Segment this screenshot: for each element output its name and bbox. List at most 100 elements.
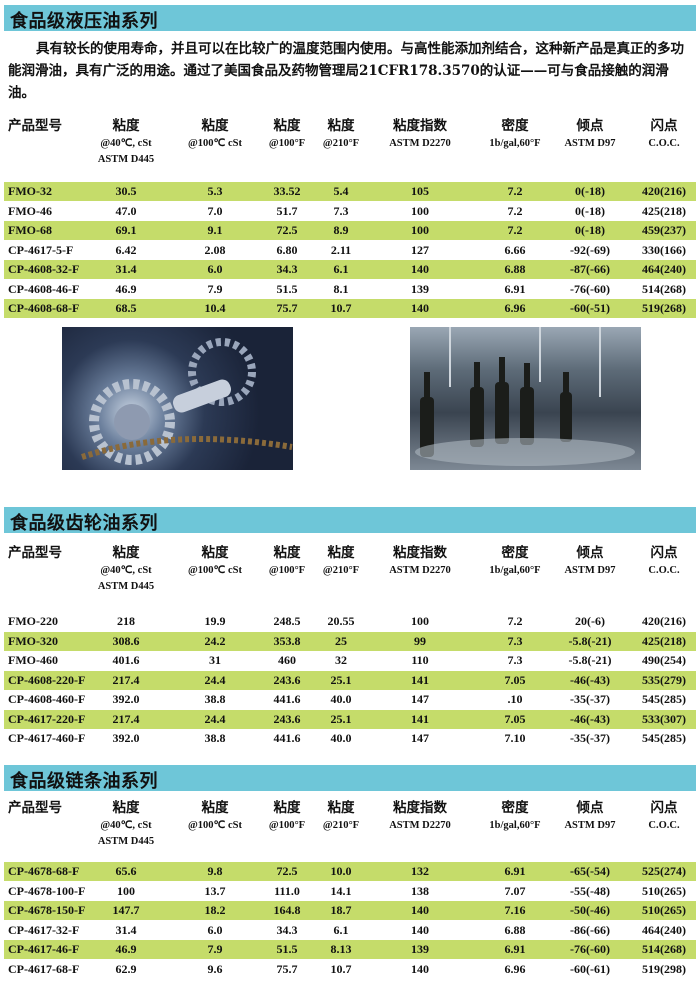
cell-c3: 72.5: [276, 864, 298, 878]
cell-c8: 420(216): [642, 184, 686, 198]
column-title: 闪点: [650, 545, 678, 561]
column-header-c4: 粘度 @210°F: [310, 545, 372, 579]
column-unit: @210°F: [322, 820, 360, 831]
cell-c4: 10.7: [330, 961, 352, 976]
table-row: CP-4617-46-F 46.9 7.9 51.5 8.13 139 6.91 -76(-6…: [4, 940, 696, 959]
table-row: FMO-46 47.0 7.0 51.7 7.3 100 7.2 0(-18) 425(218): [4, 202, 696, 221]
cell-c7: -87(-66): [570, 262, 610, 276]
cell-c3: 164.8: [273, 903, 301, 917]
cell-c2: 7.9: [207, 942, 223, 956]
column-title: 产品型号: [8, 118, 62, 134]
cell-c6: 7.05: [504, 711, 526, 726]
table-header-gear: 产品型号 粘度 @40℃, cSt ASTM D445 粘度 @100℃ cSt 粘度 @10…: [0, 545, 700, 597]
cell-c2: 38.8: [204, 731, 226, 745]
column-title: 粘度: [201, 118, 229, 134]
cell-c6: 7.3: [507, 653, 523, 667]
column-unit: @210°F: [322, 138, 360, 149]
cell-c2: 9.1: [207, 223, 223, 237]
column-header-c8: 闪点 C.O.C.: [624, 545, 700, 579]
product-model: CP-4678-68-F: [8, 864, 80, 878]
cell-c7: 0(-18): [575, 223, 605, 237]
cell-c5: 140: [411, 903, 429, 917]
column-title: 粘度: [201, 800, 229, 816]
cell-c8: 464(240): [642, 262, 686, 276]
cell-c4: 40.0: [330, 731, 352, 745]
column-standard: ASTM D445: [97, 154, 155, 165]
column-header-c5: 粘度指数 ASTM D2270: [369, 118, 471, 152]
cell-c4: 18.7: [330, 903, 352, 917]
column-header-c2: 粘度 @100℃ cSt: [164, 545, 266, 579]
cell-c6: 7.05: [504, 672, 526, 687]
cell-c1: 68.5: [115, 301, 137, 315]
cell-c7: -50(-46): [570, 903, 610, 917]
column-header-c4: 粘度 @210°F: [310, 800, 372, 834]
cell-c7: -5.8(-21): [568, 633, 612, 648]
cell-c2: 6.0: [207, 922, 223, 937]
column-title: 密度: [501, 545, 529, 561]
product-model: FMO-320: [8, 633, 58, 648]
cell-c4: 32: [335, 653, 347, 667]
cell-c7: -65(-54): [570, 864, 610, 878]
cell-c5: 138: [411, 883, 429, 898]
column-unit: 1b/gal,60°F: [489, 820, 541, 831]
cell-c3: 34.3: [276, 262, 298, 276]
table-row: CP-4678-68-F 65.6 9.8 72.5 10.0 132 6.91 -65(-5…: [4, 862, 696, 881]
cell-c5: 147: [411, 731, 429, 745]
column-unit: @40℃, cSt: [100, 565, 152, 576]
cell-c6: 6.88: [504, 262, 526, 276]
cell-c4: 8.13: [330, 942, 352, 956]
cell-c7: -35(-37): [570, 731, 610, 745]
cell-c8: 514(268): [642, 942, 686, 956]
table-row: CP-4617-5-F 6.42 2.08 6.80 2.11 127 6.66 -92(-6…: [4, 241, 696, 260]
cell-c7: 20(-6): [575, 614, 605, 628]
column-title: 闪点: [650, 800, 678, 816]
column-header-c7: 倾点 ASTM D97: [549, 545, 631, 579]
cell-c7: -60(-61): [570, 961, 610, 976]
cell-c4: 25: [335, 633, 347, 648]
cell-c5: 140: [411, 922, 429, 937]
table-header-hydraulic: 产品型号 粘度 @40℃, cSt ASTM D445 粘度 @100℃ cSt 粘度 @10…: [0, 118, 700, 170]
cell-c7: 0(-18): [575, 203, 605, 218]
cell-c6: 6.88: [504, 922, 526, 937]
cell-c5: 140: [411, 301, 429, 315]
section-title: 食品级齿轮油系列: [10, 513, 158, 534]
cell-c1: 65.6: [115, 864, 137, 878]
column-title: 倾点: [576, 118, 604, 134]
cell-c7: 0(-18): [575, 184, 605, 198]
cell-c8: 525(274): [642, 864, 686, 878]
column-title: 粘度指数: [393, 800, 447, 816]
cell-c8: 545(285): [642, 692, 686, 706]
column-unit: @40℃, cSt: [100, 820, 152, 831]
cell-c1: 31.4: [115, 922, 137, 937]
column-header-c8: 闪点 C.O.C.: [624, 800, 700, 834]
table-row: FMO-460 401.6 31 460 32 110 7.3 -5.8(-21) 490(25…: [4, 651, 696, 670]
cell-c2: 24.4: [204, 672, 226, 687]
cell-c2: 24.4: [204, 711, 226, 726]
section-header-gear: 食品级齿轮油系列: [4, 507, 696, 534]
cell-c3: 441.6: [273, 731, 301, 745]
cell-c7: -60(-51): [570, 301, 610, 315]
column-unit: C.O.C.: [648, 138, 680, 149]
cell-c4: 8.1: [333, 281, 349, 296]
cell-c7: -46(-43): [570, 711, 610, 726]
cell-c6: 6.91: [504, 864, 526, 878]
column-standard: ASTM D445: [97, 581, 155, 592]
intro-paragraph: 具有较长的使用寿命，并且可以在比较广的温度范围内使用。与高性能添加剂结合，这种新…: [8, 41, 684, 101]
column-title: 粘度: [273, 545, 301, 561]
cell-c1: 69.1: [115, 223, 137, 237]
column-header-model: 产品型号: [8, 545, 110, 563]
column-unit: C.O.C.: [648, 820, 680, 831]
column-unit: ASTM D2270: [389, 820, 451, 831]
cell-c2: 24.2: [204, 633, 226, 648]
cell-c3: 51.7: [276, 203, 298, 218]
table-row: CP-4608-32-F 31.4 6.0 34.3 6.1 140 6.88 -87(-66…: [4, 260, 696, 279]
cell-c6: 6.66: [504, 242, 526, 257]
cell-c4: 10.0: [330, 864, 352, 878]
cell-c7: -76(-60): [570, 942, 610, 956]
cell-c6: 7.2: [507, 614, 523, 628]
cell-c5: 147: [411, 692, 429, 706]
cell-c8: 533(307): [642, 711, 686, 726]
cell-c5: 140: [411, 961, 429, 976]
product-model: FMO-460: [8, 653, 58, 667]
